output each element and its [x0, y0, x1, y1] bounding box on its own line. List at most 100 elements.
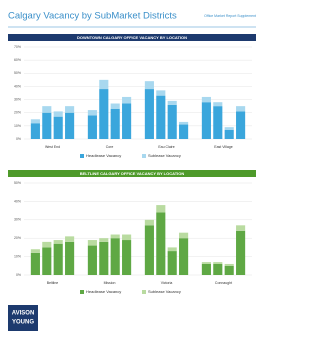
legend-label: Headlease Vacancy — [86, 153, 121, 158]
legend-label: Headlease Vacancy — [86, 289, 121, 294]
x-tick-label: Connaught — [215, 281, 232, 285]
bar — [65, 106, 75, 113]
chart-title: BELTLINE CALGARY OFFICE VACANCY BY LOCAT… — [80, 171, 185, 176]
x-tick-label: East Village — [214, 145, 232, 149]
bar — [236, 230, 246, 275]
x-tick-label: Core — [106, 145, 114, 149]
bar — [99, 89, 109, 139]
bar — [201, 263, 211, 275]
x-tick-label: Eau Claire — [158, 145, 174, 149]
bar — [213, 102, 223, 107]
bar — [87, 115, 97, 139]
bar — [156, 90, 166, 96]
bar — [42, 112, 52, 139]
bar — [201, 102, 211, 139]
bar — [122, 240, 132, 275]
y-tick-label: 30% — [14, 218, 21, 222]
document: Calgary Vacancy by SubMarket Districts O… — [8, 11, 256, 331]
bar — [236, 106, 246, 112]
page-title: Calgary Vacancy by SubMarket Districts — [8, 11, 177, 22]
bar — [179, 124, 189, 139]
bar — [167, 100, 177, 105]
bar — [201, 262, 211, 264]
bar — [30, 252, 40, 275]
bar — [224, 263, 234, 266]
bar — [167, 247, 177, 252]
bar — [30, 123, 40, 139]
legend-swatch — [142, 290, 146, 294]
bar — [65, 236, 75, 242]
bar — [224, 129, 234, 139]
bar — [179, 232, 189, 239]
bar — [99, 79, 109, 90]
legend-swatch — [142, 154, 146, 158]
bar — [201, 96, 211, 103]
bar — [110, 234, 120, 239]
bar — [144, 219, 154, 226]
bar — [122, 234, 132, 241]
bar — [87, 240, 97, 246]
bar — [110, 238, 120, 275]
bar — [213, 262, 223, 264]
bar — [179, 238, 189, 275]
chart-title: DOWNTOWN CALGARY OFFICE VACANCY BY LOCAT… — [77, 35, 187, 40]
bar — [156, 205, 166, 213]
bar — [236, 225, 246, 231]
chart-banner — [8, 170, 256, 177]
bar — [87, 245, 97, 275]
bar — [122, 96, 132, 104]
y-tick-label: 10% — [14, 124, 21, 128]
y-tick-label: 50% — [14, 71, 21, 75]
bar — [53, 243, 63, 275]
bar — [99, 238, 109, 242]
bar — [144, 225, 154, 275]
bar — [53, 111, 63, 117]
bar — [42, 241, 52, 248]
bar — [156, 212, 166, 275]
legend-label: Sublease Vacancy — [148, 289, 181, 294]
bar — [42, 106, 52, 113]
y-tick-label: 70% — [14, 45, 21, 49]
x-tick-label: Victoria — [161, 281, 173, 285]
y-tick-label: 60% — [14, 58, 21, 62]
x-tick-label: West End — [45, 145, 60, 149]
bar — [53, 240, 63, 244]
y-tick-label: 10% — [14, 255, 21, 259]
bar — [110, 103, 120, 109]
bar — [224, 265, 234, 275]
y-tick-label: 0% — [16, 273, 21, 277]
y-tick-label: 0% — [16, 137, 21, 141]
bar — [87, 110, 97, 116]
page: Calgary Vacancy by SubMarket Districts O… — [8, 10, 257, 331]
bar — [30, 249, 40, 253]
bar — [65, 112, 75, 139]
bar — [99, 241, 109, 275]
bar — [156, 95, 166, 139]
logo-text: YOUNG — [12, 320, 34, 326]
logo-text: AVISON — [12, 311, 35, 317]
logo — [8, 305, 38, 331]
legend-swatch — [80, 154, 84, 158]
legend-label: Sublease Vacancy — [148, 153, 181, 158]
y-tick-label: 20% — [14, 111, 21, 115]
legend-swatch — [80, 290, 84, 294]
y-tick-label: 50% — [14, 181, 21, 185]
bar — [144, 89, 154, 139]
bar — [122, 103, 132, 139]
chart-banner — [8, 34, 256, 41]
bar — [167, 104, 177, 139]
bar — [179, 121, 189, 125]
y-tick-label: 30% — [14, 97, 21, 101]
y-tick-label: 20% — [14, 236, 21, 240]
bar — [224, 127, 234, 130]
bar — [42, 247, 52, 275]
x-tick-label: Beltline — [47, 281, 59, 285]
bar — [53, 116, 63, 139]
bar — [236, 111, 246, 139]
x-tick-label: Mission — [104, 281, 116, 285]
bar — [167, 251, 177, 275]
bar — [30, 119, 40, 124]
bar — [213, 263, 223, 275]
y-tick-label: 40% — [14, 199, 21, 203]
bar — [65, 241, 75, 275]
